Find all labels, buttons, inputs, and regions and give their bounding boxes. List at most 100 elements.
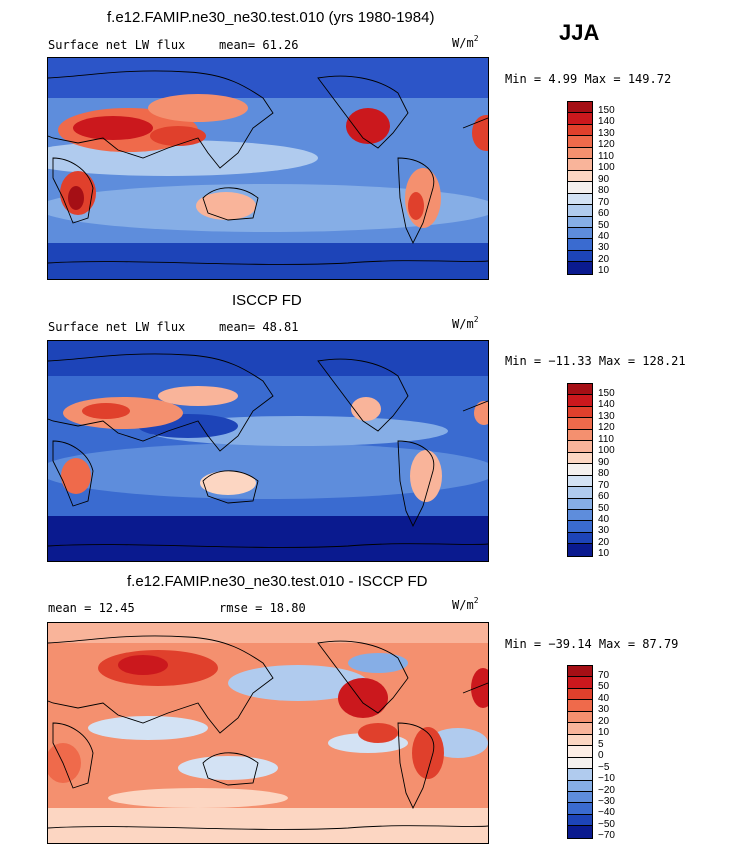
colorbar-tick-label: 30 (598, 525, 610, 537)
colorbar-tick-label: 100 (598, 445, 615, 457)
colorbar-swatch (568, 182, 592, 194)
colorbar-tick-label: 40 (598, 692, 610, 704)
colorbar-swatch (568, 521, 592, 533)
colorbar-swatch (568, 688, 592, 701)
colorbar-tick-label: 20 (598, 715, 610, 727)
colorbar-swatch (568, 124, 592, 137)
colorbar-tick-label: 10 (598, 727, 610, 739)
colorbar-swatch (568, 666, 592, 678)
colorbar-tick-label: 130 (598, 410, 615, 422)
panel-2-colorbar (567, 383, 593, 557)
colorbar-tick-label: 90 (598, 456, 610, 468)
colorbar-swatch (568, 170, 592, 183)
colorbar-tick-label: −40 (598, 807, 615, 819)
panel-2-minmax: Min = −11.33 Max = 128.21 (505, 354, 686, 368)
colorbar-tick-label: −70 (598, 830, 615, 842)
panel-1-map (47, 57, 489, 280)
colorbar-tick-label: 110 (598, 433, 614, 445)
colorbar-tick-label: 5 (598, 738, 604, 750)
colorbar-swatch (568, 113, 592, 125)
colorbar-swatch (568, 216, 592, 228)
season-label: JJA (559, 20, 600, 45)
panel-3-minmax: Min = −39.14 Max = 87.79 (505, 637, 679, 651)
colorbar-tick-label: 80 (598, 185, 610, 197)
colorbar-tick-label: 70 (598, 670, 610, 681)
colorbar-swatch (568, 441, 592, 453)
colorbar-tick-label: 20 (598, 253, 610, 265)
colorbar-swatch (568, 262, 592, 274)
colorbar-swatch (568, 147, 592, 160)
colorbar-swatch (568, 418, 592, 430)
colorbar-swatch (568, 136, 592, 148)
colorbar-swatch (568, 791, 592, 804)
colorbar-swatch (568, 746, 592, 758)
colorbar-tick-label: 0 (598, 750, 604, 762)
colorbar-swatch (568, 814, 592, 827)
colorbar-tick-label: 60 (598, 491, 610, 503)
colorbar-swatch (568, 464, 592, 476)
colorbar-swatch (568, 159, 592, 171)
colorbar-tick-label: 60 (598, 208, 610, 220)
panel-3-map (47, 622, 489, 844)
panel-2-units: W/m2 (452, 315, 479, 331)
colorbar-swatch (568, 769, 592, 781)
colorbar-swatch (568, 677, 592, 689)
colorbar-swatch (568, 757, 592, 770)
colorbar-tick-label: 10 (598, 548, 610, 560)
panel-2-variable-label: Surface net LW flux (48, 320, 186, 334)
panel-1-colorbar (567, 101, 593, 275)
panel-1-title: f.e12.FAMIP.ne30_ne30.test.010 (yrs 1980… (107, 9, 435, 26)
colorbar-tick-label: −30 (598, 795, 615, 807)
colorbar-tick-label: 110 (598, 150, 614, 162)
colorbar-swatch (568, 227, 592, 240)
colorbar-tick-label: 50 (598, 681, 610, 693)
colorbar-tick-label: 30 (598, 242, 610, 254)
colorbar-tick-label: −5 (598, 761, 610, 773)
colorbar-swatch (568, 406, 592, 419)
colorbar-tick-label: 30 (598, 704, 610, 716)
colorbar-swatch (568, 803, 592, 815)
colorbar-tick-label: 80 (598, 468, 610, 480)
panel-1-mean-label: mean= 61.26 (219, 38, 299, 52)
colorbar-tick-label: 150 (598, 388, 615, 399)
colorbar-swatch (568, 711, 592, 724)
colorbar-swatch (568, 498, 592, 510)
colorbar-swatch (568, 452, 592, 465)
colorbar-tick-label: 40 (598, 513, 610, 525)
colorbar-swatch (568, 102, 592, 114)
colorbar-tick-label: 10 (598, 265, 610, 277)
colorbar-swatch (568, 205, 592, 217)
colorbar-swatch (568, 723, 592, 735)
colorbar-tick-label: −10 (598, 773, 615, 785)
colorbar-swatch (568, 475, 592, 488)
colorbar-tick-label: 70 (598, 479, 610, 491)
colorbar-tick-label: 130 (598, 127, 615, 139)
colorbar-swatch (568, 487, 592, 499)
panel-3-units: W/m2 (452, 596, 479, 612)
colorbar-swatch (568, 250, 592, 263)
colorbar-swatch (568, 780, 592, 792)
panel-2-title: ISCCP FD (232, 292, 302, 309)
panel-3-mean-label: mean = 12.45 (48, 601, 135, 615)
colorbar-swatch (568, 509, 592, 522)
panel-1-minmax: Min = 4.99 Max = 149.72 (505, 72, 672, 86)
colorbar-swatch (568, 734, 592, 747)
panel-2-mean-label: mean= 48.81 (219, 320, 299, 334)
colorbar-tick-label: 20 (598, 536, 610, 548)
colorbar-tick-label: 140 (598, 116, 615, 128)
panel-2-map (47, 340, 489, 562)
colorbar-tick-label: 120 (598, 422, 615, 434)
colorbar-swatch (568, 700, 592, 712)
colorbar-tick-label: 120 (598, 139, 615, 151)
colorbar-tick-label: 100 (598, 162, 615, 174)
colorbar-tick-label: 50 (598, 219, 610, 231)
colorbar-tick-label: 90 (598, 173, 610, 185)
colorbar-tick-label: −20 (598, 784, 615, 796)
panel-3-title: f.e12.FAMIP.ne30_ne30.test.010 - ISCCP F… (127, 573, 428, 590)
colorbar-swatch (568, 239, 592, 251)
colorbar-swatch (568, 384, 592, 396)
panel-2-colorbar-labels: 150 140 130 120 110 100 90 80 70 60 50 40 30 20 10 (598, 388, 615, 560)
colorbar-tick-label: 40 (598, 230, 610, 242)
colorbar-swatch (568, 544, 592, 556)
panel-1-units: W/m2 (452, 34, 479, 50)
